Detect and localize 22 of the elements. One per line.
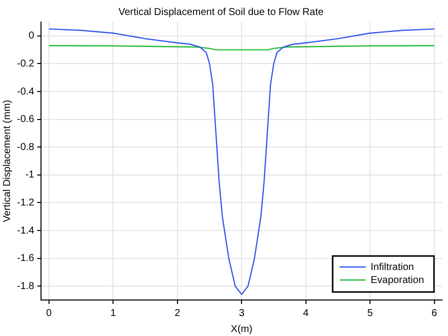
x-tick-label: 6: [432, 308, 438, 319]
y-tick-label: -0.6: [16, 114, 35, 126]
y-tick-label: -1.6: [16, 253, 35, 264]
x-tick-label: 4: [303, 308, 310, 319]
y-axis-title: Vertical Displacement (mm): [2, 100, 13, 222]
x-tick-label: 5: [367, 308, 374, 319]
y-tick-label: 0: [28, 30, 35, 42]
y-tick-label: -1: [25, 170, 35, 181]
y-tick-label: -1.8: [16, 280, 35, 292]
x-tick-label: 0: [46, 308, 52, 319]
x-tick-label: 3: [238, 308, 245, 319]
y-tick-label: -0.4: [16, 86, 35, 98]
y-tick-label: -1.4: [16, 225, 35, 236]
legend-label: Evaporation: [370, 274, 424, 286]
x-tick-label: 2: [174, 308, 181, 319]
legend-label: Infiltration: [370, 262, 414, 273]
x-tick-label: 1: [110, 308, 116, 319]
y-tick-label: -1.2: [16, 197, 35, 208]
x-axis-title: X(m): [230, 324, 252, 335]
y-tick-label: -0.2: [16, 58, 35, 70]
y-tick-label: -0.8: [16, 142, 35, 153]
chart-title: Vertical Displacement of Soil due to Flow Rate: [118, 6, 324, 18]
